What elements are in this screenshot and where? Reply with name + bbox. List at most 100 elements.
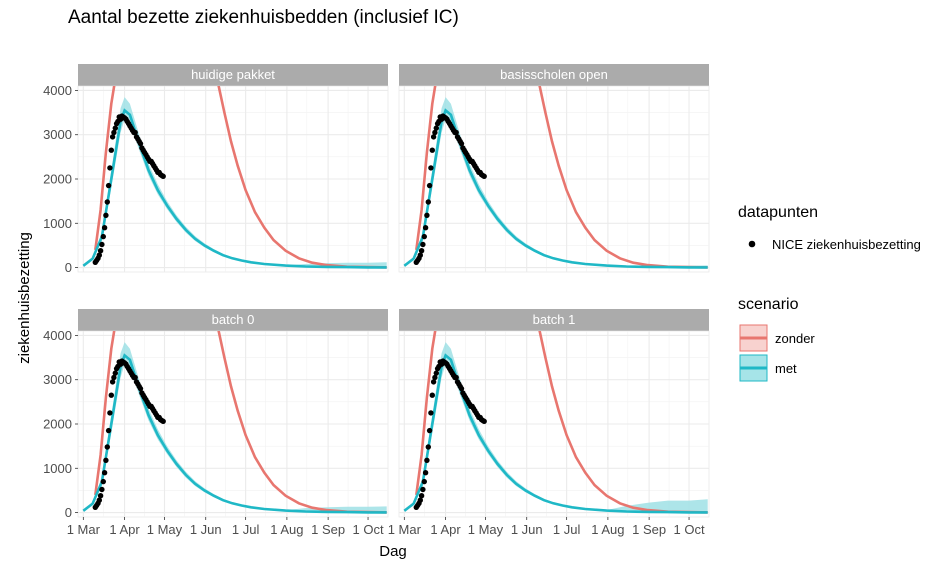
nice-data-point	[420, 486, 426, 493]
nice-data-point	[458, 140, 465, 147]
nice-data-point	[160, 173, 166, 179]
x-tick-label: 1 May	[468, 522, 504, 537]
nice-data-point	[137, 385, 144, 392]
x-tick-label: 1 Aug	[591, 522, 624, 537]
y-tick-label: 0	[65, 260, 72, 275]
nice-data-point	[100, 478, 107, 485]
nice-data-point	[421, 478, 427, 485]
nice-data-point	[104, 444, 111, 450]
nice-data-point	[420, 241, 426, 248]
legend: datapunten NICE ziekenhuisbezetting scen…	[738, 204, 921, 382]
zonder-line	[415, 331, 708, 514]
facet-strip	[78, 64, 388, 86]
legend-title-datapunten: datapunten	[738, 204, 818, 221]
nice-data-point	[100, 233, 107, 240]
nice-data-point	[432, 374, 438, 381]
facet-strip	[78, 309, 388, 331]
nice-data-point	[428, 165, 434, 171]
x-tick-label: 1 Mar	[388, 522, 422, 537]
y-tick-label: 4000	[43, 328, 72, 343]
x-axis-title: Dag	[379, 543, 407, 560]
legend-label-nice: NICE ziekenhuisbezetting	[772, 237, 921, 252]
y-tick-label: 1000	[43, 461, 72, 476]
nice-data-point	[96, 497, 103, 503]
nice-data-point	[112, 370, 119, 376]
nice-data-point	[103, 212, 109, 218]
panel-data	[82, 331, 387, 514]
legend-label-zonder: zonder	[775, 331, 815, 346]
nice-data-point	[160, 418, 166, 424]
nice-data-point	[418, 493, 425, 499]
nice-data-point	[108, 147, 115, 153]
nice-data-point	[107, 410, 113, 416]
zonder-line	[94, 86, 387, 269]
facet-strip-label: basisscholen open	[500, 67, 608, 82]
nice-data-point	[433, 370, 439, 376]
nice-data-point	[426, 427, 433, 434]
nice-data-point	[422, 470, 429, 476]
facet-panel-4: batch 1 1 Mar 1 Apr 1 May 1 Jun 1 Jul 1 Aug 1 S…	[388, 309, 710, 537]
nice-data-point	[422, 225, 429, 231]
nice-data-point	[101, 225, 108, 231]
nice-data-point	[417, 252, 423, 258]
nice-data-point	[132, 129, 138, 136]
nice-data-point	[458, 385, 465, 392]
facet-panel-2: basisscholen open	[398, 64, 710, 273]
legend-title-scenario: scenario	[738, 296, 799, 313]
y-tick-label: 2000	[43, 417, 72, 432]
x-tick-label: 1 Mar	[67, 522, 101, 537]
nice-data-point	[429, 147, 435, 153]
nice-data-point	[433, 125, 439, 131]
legend-label-met: met	[775, 361, 797, 376]
nice-data-point	[426, 182, 433, 189]
panel-data	[403, 331, 708, 514]
x-tick-label: 1 Apr	[430, 522, 461, 537]
y-tick-label: 3000	[43, 127, 72, 142]
chart-title: Aantal bezette ziekenhuisbedden (inclusi…	[68, 7, 459, 28]
y-tick-label: 2000	[43, 172, 72, 187]
nice-data-point	[430, 134, 437, 140]
nice-data-point	[453, 129, 459, 136]
nice-data-point	[111, 374, 117, 381]
nice-data-point	[96, 252, 103, 258]
legend-key-met	[739, 354, 768, 382]
nice-data-point	[432, 129, 438, 136]
nice-data-point	[111, 129, 117, 136]
nice-data-point	[424, 212, 430, 218]
nice-data-point	[107, 165, 113, 171]
x-tick-label: 1 Aug	[270, 522, 303, 537]
facet-strip-label: batch 0	[212, 312, 255, 327]
x-tick-label: 1 Jul	[232, 522, 260, 537]
nice-data-point	[429, 392, 435, 398]
panel-data	[403, 86, 708, 269]
facet-strip	[399, 64, 709, 86]
nice-data-point	[105, 427, 112, 434]
nice-data-point	[109, 379, 116, 385]
y-tick-label: 4000	[43, 83, 72, 98]
x-tick-label: 1 Oct	[353, 522, 384, 537]
nice-data-point	[99, 241, 105, 248]
facet-panels: huidige pakket 0 1000 2000 3000 4000 basisscho…	[43, 64, 710, 537]
x-tick-label: 1 Sep	[632, 522, 666, 537]
x-tick-label: 1 Sep	[311, 522, 345, 537]
nice-data-point	[428, 410, 434, 416]
nice-data-point	[104, 199, 111, 205]
nice-data-point	[109, 134, 116, 140]
x-tick-label: 1 Apr	[109, 522, 140, 537]
nice-data-point	[137, 140, 144, 147]
nice-data-point	[132, 374, 138, 381]
nice-data-point	[97, 248, 104, 254]
facet-strip	[399, 309, 709, 331]
y-axis-title: ziekenhuisbezetting	[16, 232, 33, 364]
y-tick-label: 1000	[43, 216, 72, 231]
legend-key-zonder	[739, 324, 768, 352]
nice-data-point	[425, 444, 431, 450]
nice-data-point	[108, 392, 115, 398]
nice-data-point	[424, 457, 430, 463]
nice-data-point	[99, 486, 105, 493]
nice-data-point	[421, 233, 427, 240]
x-tick-label: 1 May	[147, 522, 183, 537]
x-tick-label: 1 Jun	[511, 522, 543, 537]
nice-data-point	[418, 248, 425, 254]
zonder-line	[94, 331, 387, 514]
